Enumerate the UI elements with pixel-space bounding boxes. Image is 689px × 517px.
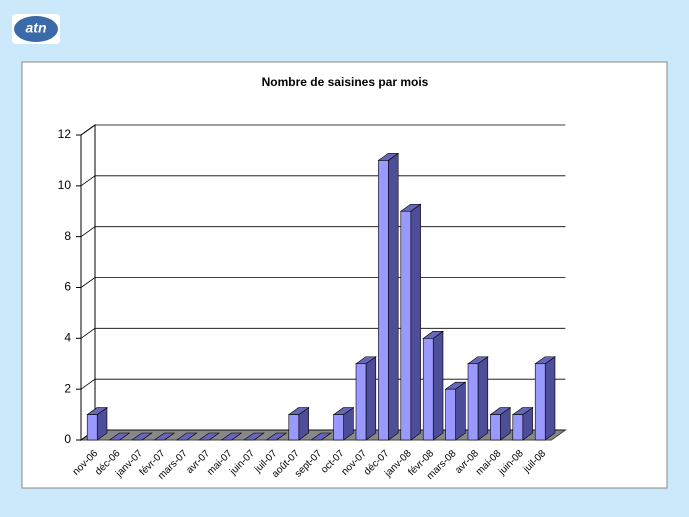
bar-side (544, 356, 556, 441)
logo-text: atn (26, 20, 47, 36)
logo-ellipse (14, 16, 58, 42)
y-tick-label: 4 (64, 331, 71, 345)
bar-top (153, 432, 176, 441)
grid-line (80, 175, 566, 187)
bar (400, 210, 412, 441)
bar (86, 414, 98, 441)
bar-side (477, 356, 489, 441)
grid-line (80, 124, 566, 136)
y-tick-label: 2 (64, 381, 71, 395)
bar (355, 363, 367, 441)
bar (467, 363, 479, 441)
bar-side (410, 203, 421, 441)
bar (288, 414, 300, 441)
bar-side (432, 330, 444, 441)
bar-top (175, 432, 198, 441)
chart-title: Nombre de saisines par mois (262, 75, 429, 89)
bar (378, 160, 389, 441)
bar-top (310, 432, 332, 441)
bar (534, 363, 546, 441)
bar-top (131, 432, 153, 441)
y-tick-label: 0 (64, 432, 71, 446)
y-tick-label: 8 (64, 229, 71, 243)
bar (333, 414, 344, 441)
bar-side (455, 381, 466, 441)
bar (445, 388, 456, 441)
bar-top (198, 432, 220, 441)
bar (512, 414, 524, 441)
y-tick-label: 10 (58, 178, 72, 192)
bar-top (220, 432, 243, 441)
bar (490, 414, 501, 441)
bar (422, 338, 434, 441)
y-tick-label: 12 (58, 127, 72, 141)
bar-top (108, 432, 131, 441)
bar-side (388, 152, 399, 441)
y-tick-label: 6 (64, 280, 71, 294)
logo: atn (12, 14, 60, 44)
bar-top (243, 432, 265, 441)
bar-top (265, 432, 288, 441)
bar-side (365, 356, 377, 441)
